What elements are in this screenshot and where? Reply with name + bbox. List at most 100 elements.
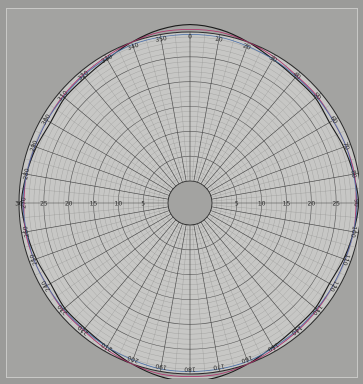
spoke-minor [202, 62, 289, 186]
radial-tick-label: 30 [15, 201, 23, 208]
radial-tick-label: 20 [65, 201, 73, 208]
spoke-minor [34, 130, 171, 194]
spoke-major [200, 221, 276, 352]
spoke-major [21, 173, 169, 200]
angular-tick-label: 80 [349, 170, 357, 179]
spoke-minor [211, 208, 356, 248]
spoke-minor [209, 212, 346, 276]
spoke-minor [117, 222, 181, 359]
spoke-major [160, 34, 187, 182]
radial-tick-label: 15 [90, 201, 98, 208]
spoke-minor [191, 224, 206, 374]
angular-tick-label: 270 [21, 197, 28, 209]
spoke-major [104, 54, 180, 185]
radial-tick-label: 20 [308, 201, 316, 208]
spoke-minor [49, 215, 173, 302]
chart-panel: 0 10 20 30 40 50 60 70 80 90 100 110 120 130 140 150 160… [6, 8, 360, 379]
angular-tick-label: 350 [155, 35, 168, 44]
angular-tick-label: 210 [100, 341, 114, 353]
angular-tick-label: 290 [29, 139, 40, 152]
angular-tick-label: 110 [341, 253, 352, 266]
spoke-minor [19, 187, 169, 202]
radial-tick-label: 25 [40, 201, 48, 208]
center-hole [167, 180, 213, 226]
angular-tick-label: 20 [242, 42, 252, 51]
series-group [20, 23, 359, 379]
radial-tick-label: 10 [258, 201, 266, 208]
spoke-minor [207, 215, 331, 302]
angular-tick-label: 170 [212, 362, 225, 371]
spoke-major [131, 223, 183, 364]
spoke-minor [209, 130, 346, 194]
spoke-major [58, 92, 174, 190]
spoke-minor [24, 158, 169, 198]
spoke-major [211, 173, 359, 200]
angular-tick-label: 70 [341, 141, 350, 151]
series-line [22, 34, 358, 372]
angular-tick-label: 10 [214, 35, 223, 43]
angular-tick-label: 150 [266, 341, 280, 353]
angular-tick-label: 120 [328, 279, 340, 293]
spoke-minor [207, 104, 331, 191]
series-line [20, 23, 359, 379]
spoke-minor [24, 208, 169, 248]
spoke-major [131, 42, 183, 183]
spoke-major [41, 213, 172, 289]
angular-tick-label: 330 [100, 53, 114, 65]
radial-tick-label: 15 [283, 201, 291, 208]
spoke-major [21, 206, 169, 233]
spoke-minor [195, 37, 235, 182]
spoke-major [211, 206, 359, 233]
spoke-minor [211, 188, 359, 202]
spoke-minor [145, 224, 185, 369]
spoke-major [206, 92, 322, 190]
spoke-major [79, 71, 177, 187]
radial-tick-label: 5 [235, 201, 239, 208]
spoke-minor [174, 32, 189, 182]
spoke-minor [174, 224, 189, 374]
angular-tick-label: 240 [40, 279, 52, 293]
spoke-minor [199, 47, 263, 184]
angular-tick-label: 0 [188, 34, 192, 41]
spoke-major [206, 216, 322, 314]
angular-tick-label: 180 [184, 366, 196, 373]
spoke-major [193, 34, 220, 182]
angular-tick-label: 300 [40, 113, 52, 127]
spoke-minor [34, 212, 171, 276]
spoke-major [197, 223, 249, 364]
angular-tick-label: 60 [329, 115, 339, 125]
spoke-minor [199, 222, 263, 359]
spoke-major [210, 210, 351, 262]
spoke-minor [202, 220, 289, 344]
spoke-minor [91, 220, 178, 344]
spoke-major [193, 224, 220, 372]
spoke-major [203, 219, 301, 335]
angular-tick-label: 190 [155, 362, 168, 371]
spoke-minor [49, 104, 173, 191]
spoke-minor [145, 37, 185, 182]
angular-tick-label: 250 [29, 253, 40, 266]
spoke-major [208, 117, 339, 193]
spoke-minor [117, 47, 181, 184]
angular-tick-label: 280 [22, 168, 31, 181]
angular-tick-label: 90 [353, 199, 360, 207]
angular-tick-label: 340 [127, 42, 140, 53]
spoke-major [200, 54, 276, 185]
spoke-major [104, 221, 180, 352]
spoke-minor [19, 204, 169, 219]
spoke-minor [191, 32, 206, 182]
spoke-minor [195, 224, 235, 369]
spoke-minor [205, 218, 312, 325]
spoke-major [197, 42, 249, 183]
radial-tick-label: 10 [115, 201, 123, 208]
spoke-major [58, 216, 174, 314]
angular-tick-label: 260 [22, 225, 31, 238]
angular-tick-label: 100 [349, 226, 358, 239]
radial-tick-label: 30 [357, 201, 359, 208]
spoke-major [41, 117, 172, 193]
polar-grid [18, 31, 359, 375]
spoke-minor [211, 158, 356, 198]
spoke-major [203, 71, 301, 187]
angular-tick-label: 30 [268, 54, 278, 64]
spoke-minor [68, 218, 175, 325]
